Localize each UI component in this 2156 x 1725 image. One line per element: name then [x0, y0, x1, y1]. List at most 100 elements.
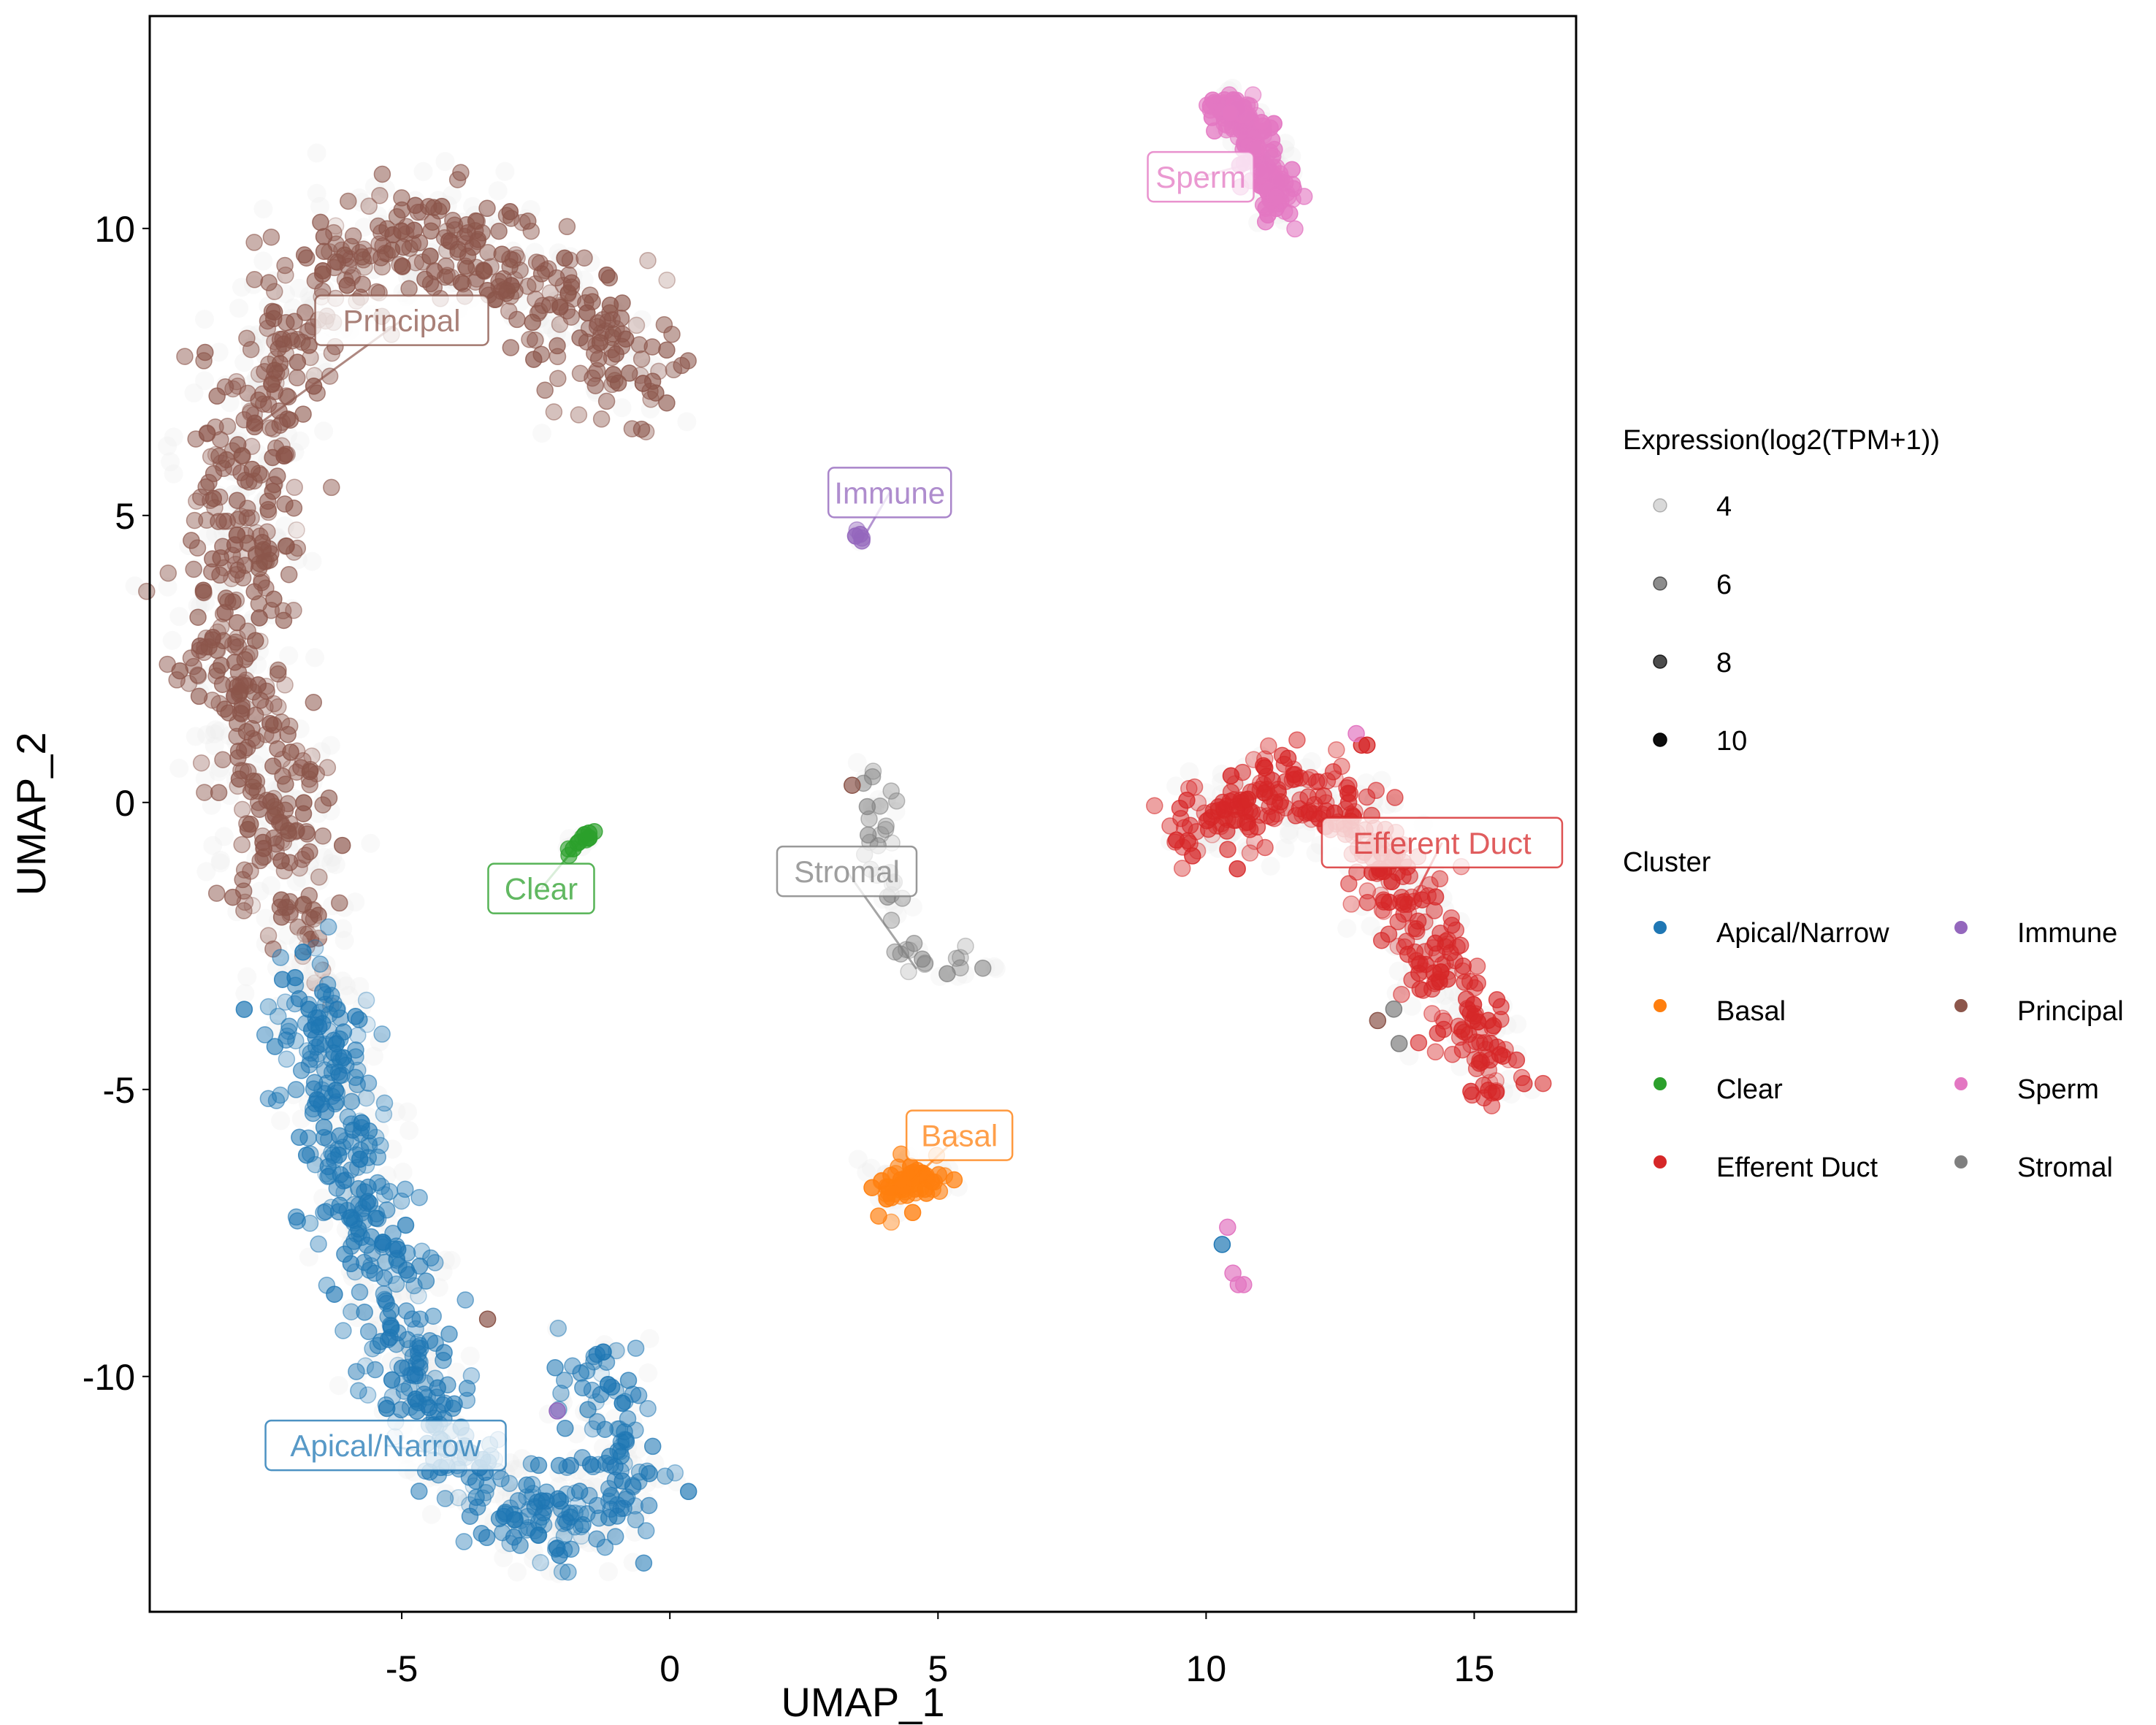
cell-point-apical-narrow [570, 1483, 589, 1500]
cell-point-principal [642, 391, 660, 408]
cell-point-principal [277, 899, 294, 917]
cell-point-principal [561, 251, 579, 269]
cell-point-principal [473, 224, 491, 242]
cell-point-principal [192, 754, 210, 772]
cell-point-principal [570, 406, 588, 424]
cell-point-principal [188, 539, 207, 557]
cell-point-principal [251, 800, 269, 818]
cell-point-principal [577, 294, 595, 312]
cell-point-low-principal [195, 310, 214, 329]
cell-point-principal [531, 254, 549, 272]
cell-point-principal [562, 308, 580, 326]
cell-point-efferent-duct [1261, 788, 1279, 806]
cell-point-principal [297, 304, 314, 321]
cell-point-principal [475, 262, 494, 280]
cell-point-low-principal [169, 758, 189, 778]
cell-point-principal [305, 694, 323, 711]
cell-point-principal [276, 256, 294, 275]
cell-point-low-principal [361, 833, 381, 853]
cell-point-low-principal [247, 368, 266, 388]
cell-point-apical-narrow [556, 1372, 573, 1389]
cell-point-principal [264, 420, 283, 438]
cell-point-sperm [1272, 192, 1290, 210]
cell-point-low-principal [246, 337, 266, 357]
cell-point-apical-narrow [530, 1456, 548, 1475]
cell-point-efferent-duct [1309, 787, 1327, 805]
cell-point-principal [158, 655, 176, 673]
cell-point-principal [277, 266, 294, 284]
cell-point-principal [478, 199, 496, 218]
cell-point-apical-narrow [627, 1339, 645, 1357]
cell-point-stromal [939, 965, 956, 982]
cell-point-efferent-duct [1258, 807, 1277, 825]
cell-point-principal [314, 827, 332, 845]
cell-point-efferent-duct [1410, 1033, 1428, 1052]
cell-point-basal [903, 1204, 922, 1222]
cell-point-low-principal [196, 725, 216, 745]
cell-point-principal [627, 316, 646, 334]
cell-point-stromal [957, 937, 974, 955]
cell-point-principal [643, 338, 661, 356]
cell-point-low-apical-narrow [305, 959, 325, 979]
cell-point-low-apical-narrow [362, 1346, 382, 1366]
cell-point-apical-narrow [364, 1339, 381, 1358]
cell-point-principal [302, 761, 319, 779]
cell-point-principal [168, 671, 186, 689]
cell-point-principal [620, 364, 638, 382]
cell-point-low-apical-narrow [398, 1102, 417, 1122]
cell-point-principal [216, 378, 234, 396]
cell-point-low-principal [643, 355, 663, 375]
cell-point-principal [603, 348, 621, 367]
cell-point-stromal [871, 798, 889, 815]
expression-legend-item: 8 [1653, 648, 1732, 678]
cell-point-low-principal [261, 876, 280, 895]
cell-point-efferent-duct [1416, 913, 1434, 931]
label-text: Basal [921, 1119, 998, 1153]
cell-point-principal [238, 509, 256, 527]
cell-point-efferent-duct [1513, 1068, 1531, 1087]
cell-point-efferent-duct [1426, 1043, 1445, 1061]
cell-point-principal [187, 430, 204, 448]
cell-point-principal [497, 207, 516, 224]
cell-point-apical-narrow [600, 1480, 618, 1498]
cell-point-apical-narrow [378, 1399, 396, 1418]
cell-point-efferent-duct [1367, 781, 1385, 800]
cell-point-efferent-duct [1288, 731, 1306, 749]
x-tick-label: 15 [1454, 1648, 1495, 1689]
cell-point-principal [500, 302, 518, 320]
cell-point-apical-narrow [278, 1050, 296, 1068]
cell-point-apical-narrow [461, 1507, 479, 1525]
cell-point-low-principal [641, 399, 660, 418]
cell-point-apical-narrow [343, 1093, 361, 1110]
cell-point-low-principal [164, 464, 183, 483]
cell-point-apical-narrow [326, 1285, 343, 1303]
cell-point-low-apical-narrow [585, 1477, 605, 1496]
expression-legend-title: Expression(log2(TPM+1)) [1623, 425, 1940, 456]
cell-point-low-principal [307, 143, 326, 163]
cell-point-low-apical-narrow [543, 1522, 562, 1541]
cell-point-outlier-sperm [1219, 1218, 1236, 1236]
cell-point-efferent-duct [1326, 770, 1344, 788]
cell-point-principal [198, 511, 215, 529]
cell-point-principal [261, 551, 279, 569]
cell-point-low-apical-narrow [313, 1188, 333, 1208]
cell-point-principal [663, 326, 681, 343]
cell-point-apical-narrow [326, 1058, 343, 1076]
points-layer [125, 78, 1552, 1583]
cell-point-apical-narrow [324, 1163, 342, 1181]
cell-point-apical-narrow [511, 1537, 529, 1554]
cell-point-low-principal [435, 152, 455, 172]
cell-point-low-apical-narrow [367, 1316, 387, 1336]
cell-point-efferent-duct [1339, 793, 1358, 811]
cell-point-principal [310, 868, 328, 886]
cell-point-principal [229, 742, 248, 760]
cell-point-principal [490, 222, 508, 240]
cell-point-apical-narrow [641, 1464, 658, 1483]
cell-point-low-principal [321, 854, 341, 873]
cell-point-apical-narrow [328, 1001, 345, 1019]
cell-point-principal [218, 417, 237, 435]
cell-point-apical-narrow [494, 1507, 513, 1525]
cell-point-principal [269, 665, 287, 683]
cell-point-low-principal [209, 762, 229, 781]
cluster-legend-title: Cluster [1623, 847, 1711, 878]
